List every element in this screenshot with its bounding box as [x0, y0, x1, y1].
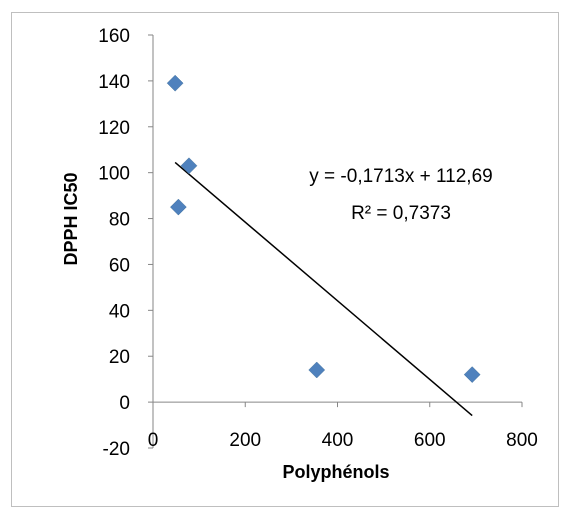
- data-point: [170, 198, 187, 216]
- data-points: [166, 74, 481, 383]
- y-tick-label: 0: [119, 393, 130, 414]
- y-tick-label: 100: [98, 164, 130, 185]
- data-point: [308, 361, 326, 379]
- y-tick-label: 140: [98, 72, 130, 93]
- trendline: [174, 161, 473, 417]
- x-axis-title: Polyphénols: [282, 462, 389, 482]
- x-tick-label: 400: [322, 430, 354, 451]
- data-point: [180, 157, 198, 175]
- x-tick-label: 800: [506, 430, 538, 451]
- axes: -20 0 20 40 60 80 100 120 140 160 0 200 400 600 800: [98, 26, 538, 460]
- data-point: [166, 74, 184, 92]
- y-tick-label: 80: [109, 210, 130, 231]
- y-tick-label: 60: [109, 255, 130, 276]
- y-axis-title: DPPH IC50: [61, 172, 81, 265]
- y-tick-label: 120: [98, 118, 130, 139]
- trendline-equation: y = -0,1713x + 112,69: [309, 166, 492, 187]
- y-tick-label: 40: [109, 301, 130, 322]
- trendline-group: [174, 161, 473, 417]
- r-squared-label: R² = 0,7373: [351, 203, 451, 224]
- y-tick-label: 160: [98, 26, 130, 47]
- y-tick-label: -20: [103, 439, 130, 460]
- labels: Polyphénols DPPH IC50 y = -0,1713x + 112…: [61, 166, 493, 482]
- x-tick-label: 200: [229, 430, 261, 451]
- chart-frame: [11, 12, 559, 507]
- data-point: [463, 366, 481, 383]
- y-tick-label: 20: [109, 347, 130, 368]
- x-tick-label: 0: [148, 430, 159, 451]
- x-tick-label: 600: [414, 430, 446, 451]
